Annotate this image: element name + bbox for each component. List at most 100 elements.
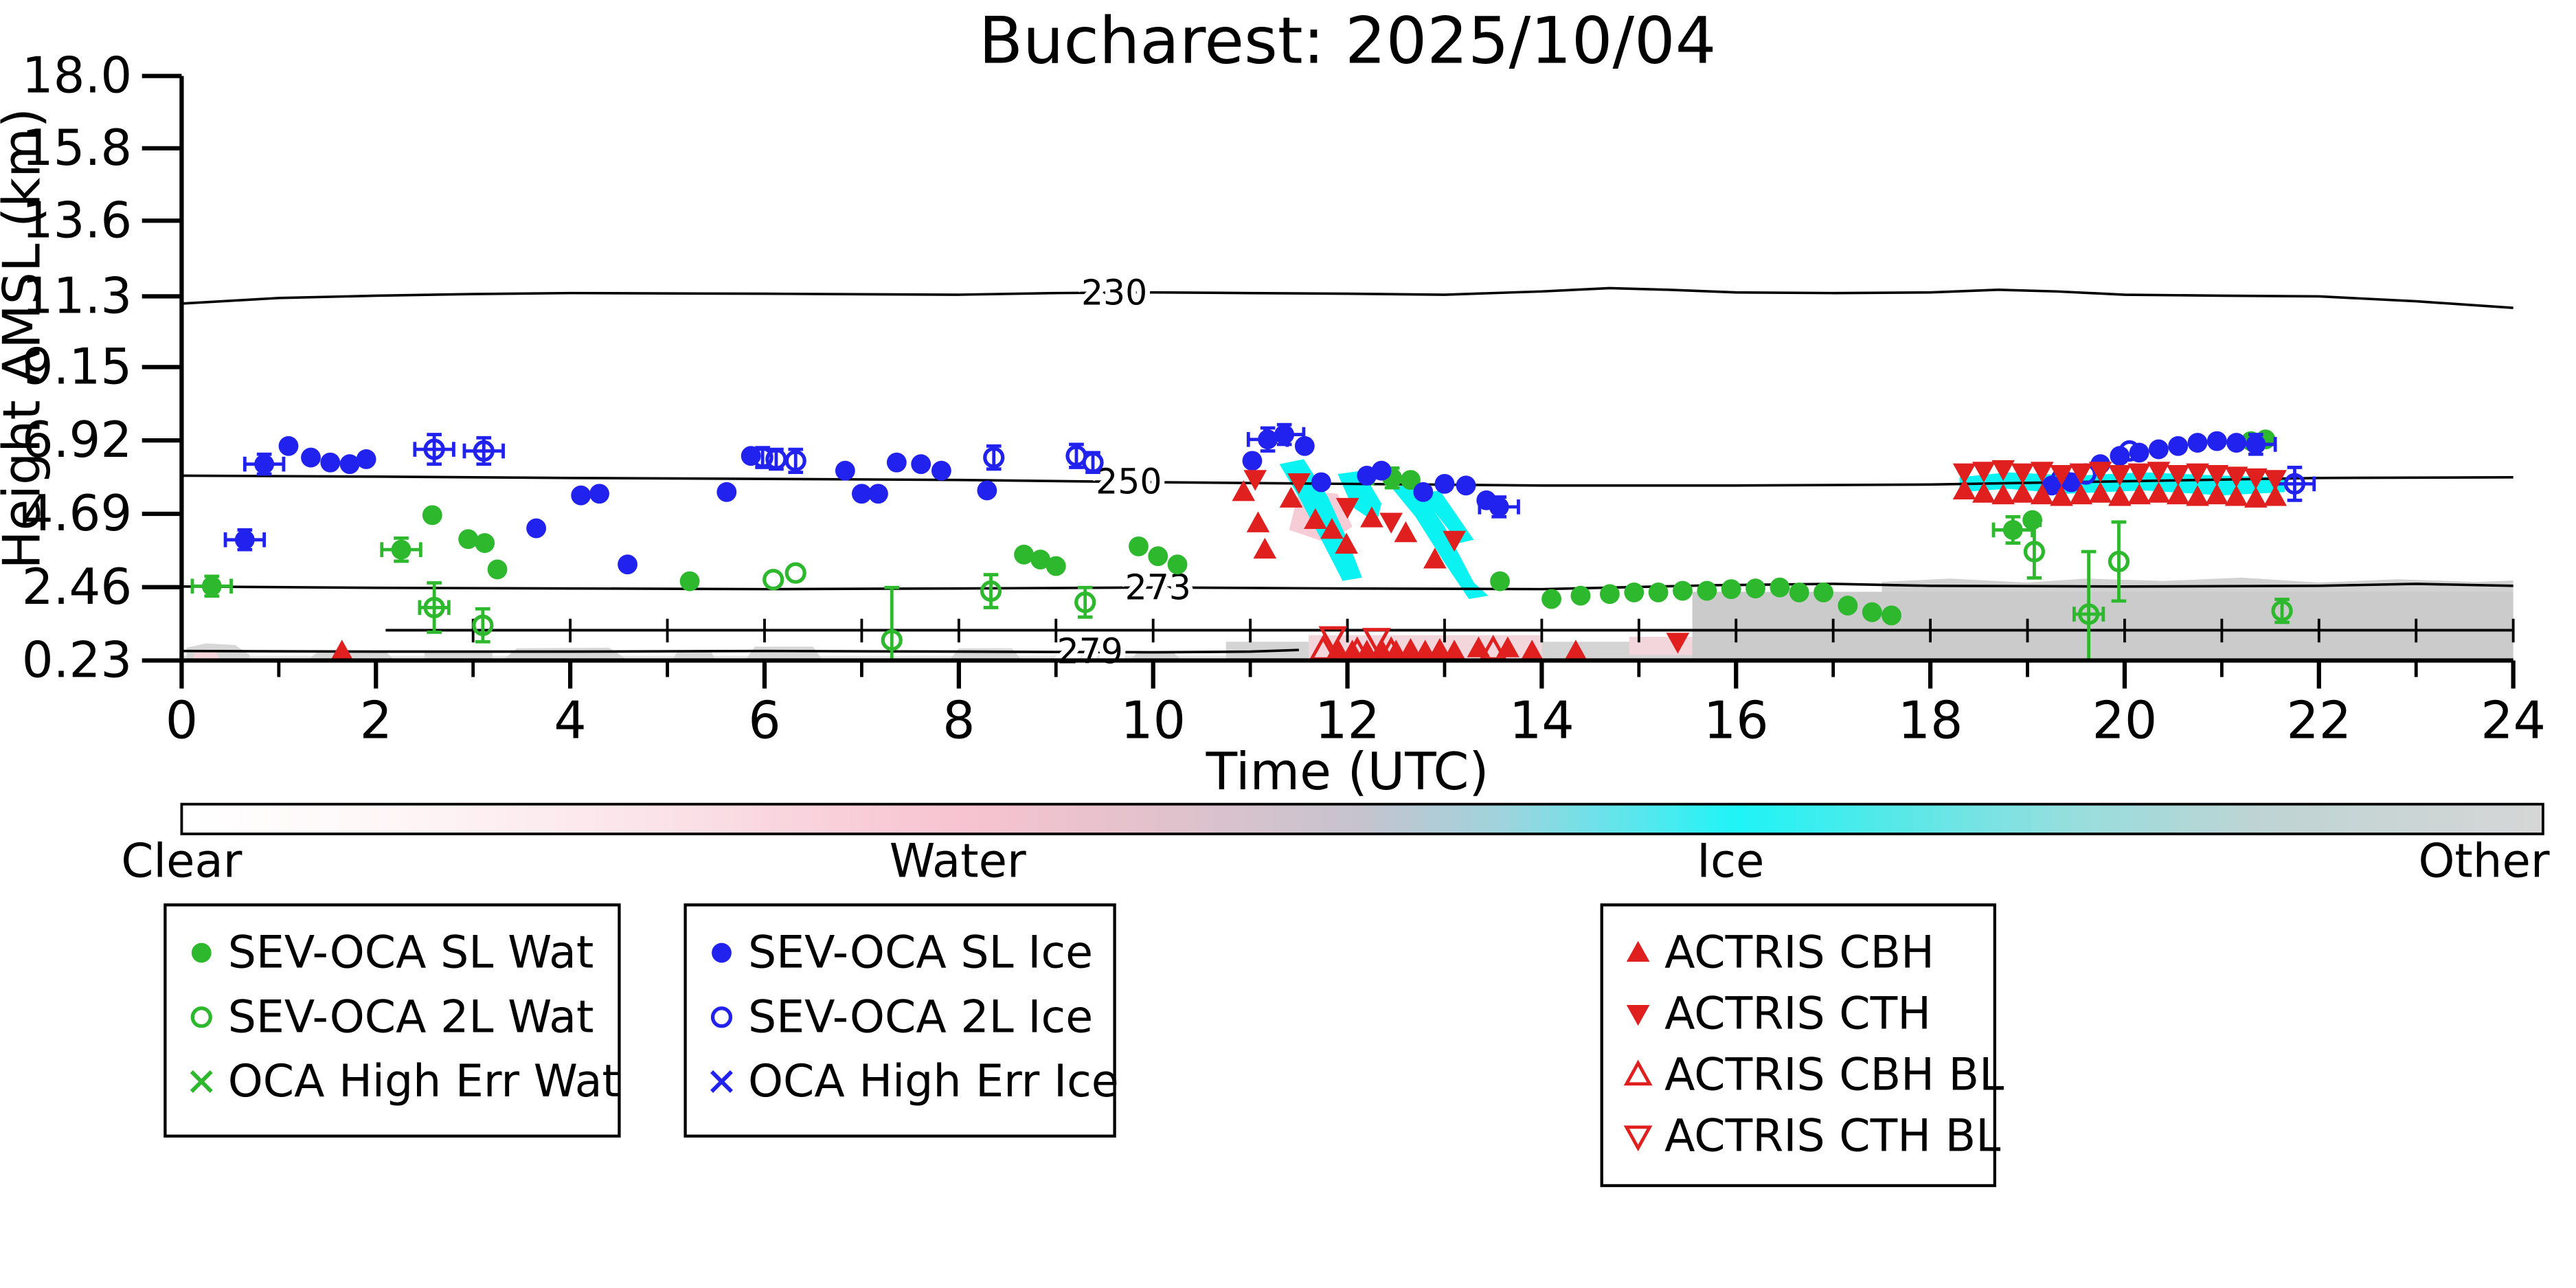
colorbar-strip <box>2307 804 2318 834</box>
point-marker <box>1232 480 1256 501</box>
point-marker <box>475 533 495 554</box>
colorbar-strip <box>1195 804 1206 834</box>
region-ice <box>1420 490 1474 543</box>
point-marker <box>423 438 445 460</box>
colorbar-strip <box>280 804 291 834</box>
colorbar-strip <box>703 804 714 834</box>
colorbar-strip <box>339 804 350 834</box>
colorbar-strip <box>427 804 439 834</box>
point-marker <box>2166 483 2190 505</box>
point-marker <box>191 942 212 963</box>
region-other <box>1882 577 2513 592</box>
point-marker <box>2186 463 2209 484</box>
y-tick-label: 2.46 <box>22 558 133 616</box>
colorbar-strip <box>801 804 813 834</box>
colorbar-strip <box>821 804 833 834</box>
colorbar-strip <box>1549 804 1561 834</box>
colorbar-strip <box>850 804 862 834</box>
colorbar-strip <box>221 804 232 834</box>
colorbar-strip <box>978 804 990 834</box>
colorbar-strip <box>919 804 931 834</box>
colorbar-strip <box>1274 804 1285 834</box>
point-marker <box>2011 463 2035 484</box>
colorbar-strip <box>250 804 262 834</box>
colorbar-strip <box>1333 804 1344 834</box>
colorbar-strip <box>683 804 694 834</box>
point-marker <box>1287 473 1311 495</box>
point-marker <box>931 460 951 481</box>
colorbar-strip <box>1185 804 1197 834</box>
point-marker <box>1320 518 1344 539</box>
colorbar-strip <box>211 804 223 834</box>
colorbar-strip <box>1322 804 1334 834</box>
point-marker <box>1443 530 1466 552</box>
colorbar-strip <box>2021 804 2033 834</box>
colorbar-strip <box>2434 804 2446 834</box>
point-marker <box>1623 1125 1653 1152</box>
colorbar-strip <box>2169 804 2180 834</box>
point-marker <box>1046 556 1066 576</box>
point-marker <box>1371 460 1392 481</box>
region-other <box>308 651 396 661</box>
colorbar-label-ice: Ice <box>1697 834 1764 888</box>
colorbar-strip <box>2287 804 2298 834</box>
colorbar-strip <box>1559 804 1570 834</box>
colorbar-strip <box>1126 804 1138 834</box>
colorbar-strip <box>2100 804 2112 834</box>
colorbar-strip <box>1076 804 1088 834</box>
colorbar-strip <box>418 804 429 834</box>
colorbar-strip <box>1490 804 1502 834</box>
colorbar-strip <box>1716 804 1728 834</box>
point-marker <box>2263 470 2287 491</box>
point-marker <box>1304 508 1327 530</box>
region-water <box>191 651 221 661</box>
point-marker <box>2108 485 2132 506</box>
point-marker <box>2050 485 2073 506</box>
point-marker <box>423 596 445 619</box>
point-marker <box>762 569 784 591</box>
series-actris-cth-bl <box>1318 626 1391 654</box>
y-tick-label: 11.3 <box>22 267 133 325</box>
legend-label-sev-oca-2l-ice: SEV-OCA 2L Ice <box>748 991 1093 1043</box>
colorbar-strip <box>2513 804 2524 834</box>
colorbar-strip <box>1667 804 1678 834</box>
colorbar-strip <box>791 804 803 834</box>
point-marker <box>1379 512 1403 534</box>
colorbar-label-clear: Clear <box>121 834 242 888</box>
colorbar-strip <box>2474 804 2485 834</box>
point-marker <box>1490 571 1511 591</box>
legend-label-oca-high-err-ice: OCA High Err Ice <box>748 1056 1119 1107</box>
colorbar-strip <box>2405 804 2417 834</box>
point-marker <box>1413 482 1434 502</box>
colorbar-strip <box>2375 804 2387 834</box>
point-marker <box>1770 577 1790 598</box>
colorbar-strip <box>2110 804 2121 834</box>
point-marker <box>1394 521 1418 543</box>
point-marker <box>2205 483 2229 505</box>
point-marker <box>1991 483 2015 505</box>
colorbar-strip <box>958 804 970 834</box>
colorbar-strip <box>890 804 901 834</box>
point-marker <box>977 480 997 501</box>
point-marker <box>339 454 360 475</box>
series-sev-oca-sl-ice <box>223 422 2277 575</box>
colorbar-strip <box>2346 804 2358 834</box>
colorbar-strip <box>447 804 458 834</box>
point-marker <box>1456 475 1476 496</box>
colorbar-strip <box>1962 804 1974 834</box>
sev-oca-sl-ice-marker-icon <box>712 942 732 963</box>
colorbar-strip <box>1913 804 1925 834</box>
colorbar-strip <box>1451 804 1462 834</box>
point-marker <box>1443 640 1466 661</box>
colorbar-strip <box>644 804 655 834</box>
point-marker <box>1972 462 1996 483</box>
point-marker <box>1311 472 1331 493</box>
x-tick-label: 16 <box>1704 691 1769 751</box>
legend-label-actris-cth: ACTRIS CTH <box>1664 988 1931 1040</box>
legend-label-sev-oca-sl-ice: SEV-OCA SL Ice <box>748 927 1093 979</box>
point-marker <box>1673 580 1693 601</box>
colorbar-strip <box>742 804 754 834</box>
point-marker <box>1648 582 1669 602</box>
colorbar-strip <box>2395 804 2406 834</box>
point-marker <box>2206 431 2227 451</box>
